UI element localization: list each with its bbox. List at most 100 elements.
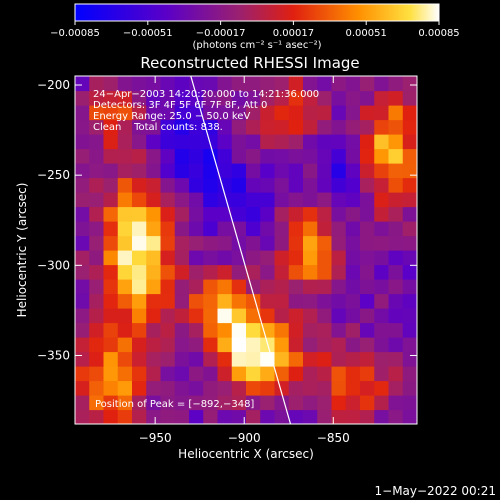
heatmap-cell bbox=[345, 163, 361, 179]
heatmap-cell bbox=[345, 177, 361, 193]
heatmap-cell bbox=[103, 351, 119, 367]
heatmap-cell bbox=[132, 148, 147, 164]
heatmap-cell bbox=[360, 395, 375, 411]
heatmap-cell bbox=[217, 105, 233, 121]
heatmap-cell bbox=[146, 90, 162, 106]
heatmap-cell bbox=[103, 76, 119, 92]
heatmap-cell bbox=[246, 206, 261, 222]
heatmap-cell bbox=[388, 380, 404, 396]
heatmap-cell bbox=[317, 264, 333, 280]
heatmap-cell bbox=[246, 380, 261, 396]
heatmap-cell bbox=[303, 134, 318, 150]
heatmap-cell bbox=[146, 322, 162, 338]
heatmap-cell bbox=[174, 351, 190, 367]
heatmap-cell bbox=[360, 105, 375, 121]
heatmap-cell bbox=[374, 148, 390, 164]
heatmap-cell bbox=[189, 337, 204, 353]
heatmap-cell bbox=[317, 177, 333, 193]
heatmap-cell bbox=[75, 76, 90, 92]
heatmap-cell bbox=[160, 380, 176, 396]
heatmap-cell bbox=[345, 105, 361, 121]
heatmap-cell bbox=[374, 293, 390, 309]
heatmap-cell bbox=[360, 409, 375, 424]
heatmap-cell bbox=[160, 264, 176, 280]
heatmap-cell bbox=[274, 90, 290, 106]
heatmap-cell bbox=[246, 221, 261, 237]
heatmap-cell bbox=[402, 366, 417, 382]
heatmap-cell bbox=[360, 148, 375, 164]
heatmap-cell bbox=[132, 163, 147, 179]
y-tick-label: −350 bbox=[37, 348, 70, 362]
heatmap-cell bbox=[260, 148, 276, 164]
colorbar: −0.00085 −0.00051 −0.00017 0.00017 0.00051 0.… bbox=[50, 3, 460, 51]
heatmap-cell bbox=[132, 264, 147, 280]
heatmap-cell bbox=[117, 337, 133, 353]
heatmap-cell bbox=[174, 264, 190, 280]
heatmap-cell bbox=[132, 206, 147, 222]
heatmap-cell bbox=[89, 308, 105, 324]
heatmap-cell bbox=[89, 293, 105, 309]
heatmap-cell bbox=[274, 322, 290, 338]
heatmap-cell bbox=[132, 105, 147, 121]
heatmap-cell bbox=[132, 90, 147, 106]
heatmap-cell bbox=[103, 279, 119, 295]
heatmap-cell bbox=[360, 279, 375, 295]
heatmap-cell bbox=[260, 293, 276, 309]
heatmap-cell bbox=[217, 293, 233, 309]
heatmap-cell bbox=[345, 119, 361, 135]
heatmap-cell bbox=[117, 105, 133, 121]
heatmap-cell bbox=[146, 366, 162, 382]
heatmap-cell bbox=[317, 322, 333, 338]
heatmap-cell bbox=[374, 134, 390, 150]
heatmap-cell bbox=[117, 322, 133, 338]
heatmap-cell bbox=[360, 177, 375, 193]
heatmap-cell bbox=[217, 322, 233, 338]
heatmap-cell bbox=[203, 395, 219, 411]
heatmap-cell bbox=[388, 293, 404, 309]
heatmap-cell bbox=[303, 250, 318, 266]
heatmap-cell bbox=[331, 163, 347, 179]
heatmap-cell bbox=[117, 90, 133, 106]
heatmap-cell bbox=[303, 76, 318, 92]
heatmap-cell bbox=[303, 380, 318, 396]
heatmap-cell bbox=[189, 250, 204, 266]
heatmap-cell bbox=[146, 308, 162, 324]
heatmap-cell bbox=[317, 351, 333, 367]
heatmap-cell bbox=[146, 293, 162, 309]
heatmap-cell bbox=[132, 235, 147, 251]
heatmap-cell bbox=[103, 163, 119, 179]
heatmap-cell bbox=[360, 337, 375, 353]
heatmap-cell bbox=[117, 163, 133, 179]
heatmap-cell bbox=[246, 90, 261, 106]
heatmap-cell bbox=[75, 177, 90, 193]
heatmap-cell bbox=[174, 293, 190, 309]
heatmap-cell bbox=[317, 148, 333, 164]
heatmap-cell bbox=[331, 395, 347, 411]
heatmap-cell bbox=[274, 76, 290, 92]
heatmap-cell bbox=[117, 221, 133, 237]
heatmap-cell bbox=[317, 293, 333, 309]
heatmap-cell bbox=[331, 322, 347, 338]
heatmap-cell bbox=[203, 264, 219, 280]
heatmap-cell bbox=[260, 366, 276, 382]
heatmap-cell bbox=[189, 308, 204, 324]
heatmap-cell bbox=[402, 90, 417, 106]
heatmap-cell bbox=[103, 337, 119, 353]
heatmap-cell bbox=[288, 177, 304, 193]
heatmap-cell bbox=[274, 264, 290, 280]
heatmap-cell bbox=[231, 206, 247, 222]
colorbar-tick-label: 0.00017 bbox=[273, 28, 314, 39]
heatmap-cell bbox=[89, 119, 105, 135]
heatmap-cell bbox=[231, 264, 247, 280]
heatmap-cell bbox=[345, 380, 361, 396]
heatmap-cell bbox=[331, 279, 347, 295]
heatmap-cell bbox=[331, 308, 347, 324]
heatmap-cell bbox=[402, 279, 417, 295]
heatmap-cell bbox=[174, 192, 190, 208]
heatmap-cell bbox=[103, 221, 119, 237]
heatmap-cell bbox=[217, 264, 233, 280]
heatmap-cell bbox=[288, 119, 304, 135]
heatmap-cell bbox=[117, 279, 133, 295]
y-tick-label: −200 bbox=[37, 78, 70, 92]
heatmap-cell bbox=[360, 380, 375, 396]
